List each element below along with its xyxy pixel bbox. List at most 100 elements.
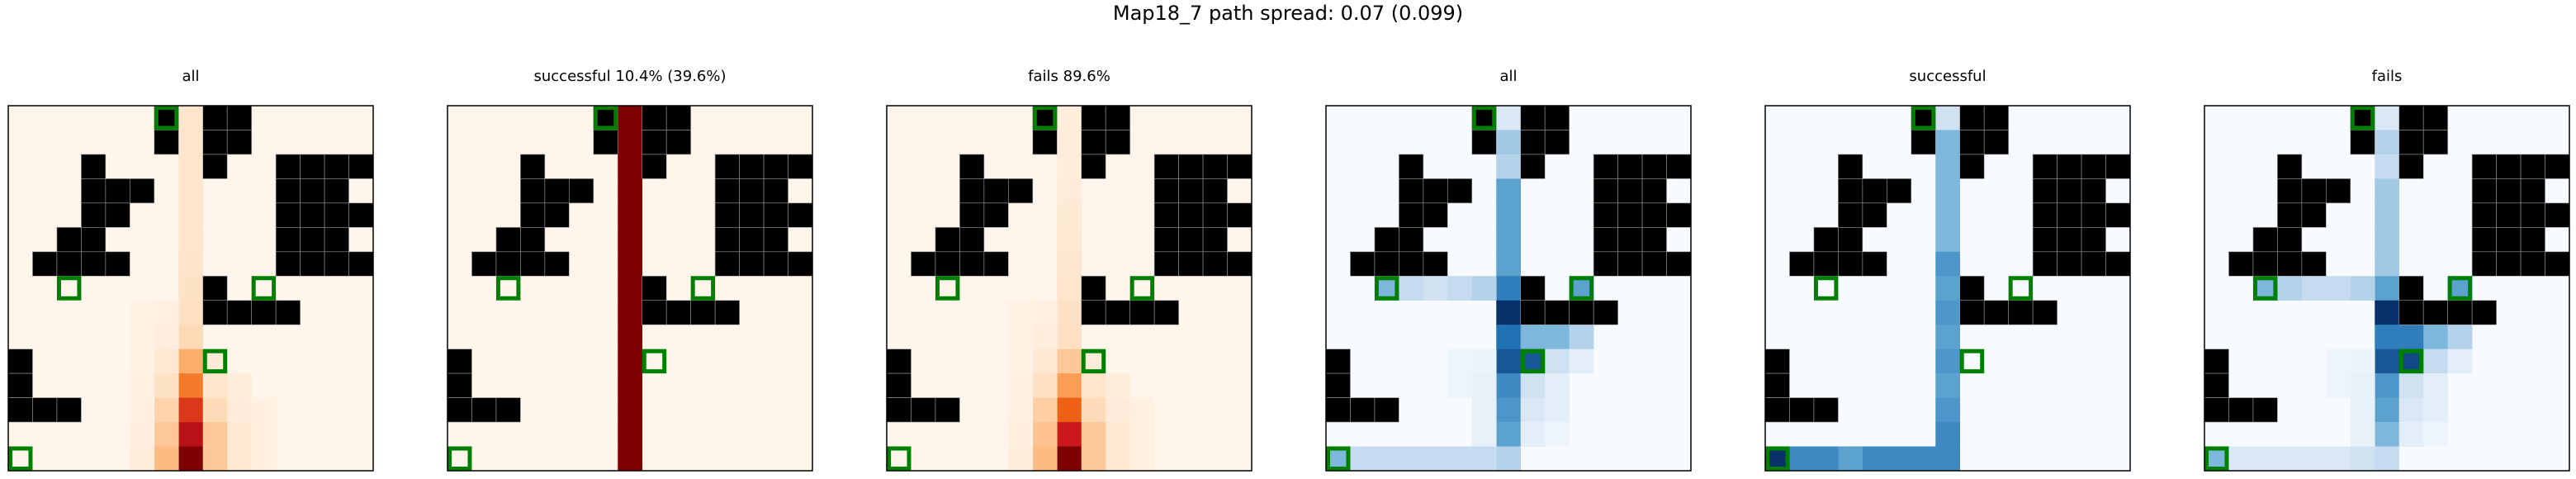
wall-cell xyxy=(1178,178,1204,204)
heat-cell xyxy=(1106,373,1130,398)
wall-cell xyxy=(348,251,374,277)
heat-cell xyxy=(1813,446,1839,472)
heat-cell xyxy=(227,446,252,472)
wall-cell xyxy=(1838,154,1863,179)
heat-cell xyxy=(1447,276,1473,301)
heat-cell xyxy=(1057,202,1082,228)
wall-cell xyxy=(1593,227,1618,253)
heat-cell xyxy=(1496,422,1522,447)
figure-title: Map18_7 path spread: 0.07 (0.099) xyxy=(1112,2,1464,25)
heat-cell xyxy=(1887,446,1912,472)
wall-cell xyxy=(1129,300,1155,325)
heat-cell xyxy=(1496,397,1522,423)
wall-cell xyxy=(2471,251,2497,277)
wall-cell xyxy=(275,154,301,179)
wall-cell xyxy=(1423,251,1448,277)
wall-cell xyxy=(1153,178,1179,204)
heat-cell xyxy=(1081,422,1106,447)
wall-cell xyxy=(1593,154,1618,179)
wall-cell xyxy=(1593,300,1618,325)
wall-cell xyxy=(348,202,374,228)
goal-marker xyxy=(1959,349,1985,374)
panel-frame xyxy=(2204,105,2570,472)
heat-cell xyxy=(618,202,643,228)
wall-cell xyxy=(1202,251,1228,277)
panel-frame xyxy=(886,105,1252,472)
wall-cell xyxy=(275,251,301,277)
heat-cell xyxy=(2350,422,2375,447)
wall-cell xyxy=(2326,178,2351,204)
goal-marker xyxy=(8,446,33,471)
heat-cell xyxy=(1545,397,1570,423)
heatmap-panel-2 xyxy=(447,105,813,472)
heat-cell xyxy=(2301,446,2327,472)
wall-cell xyxy=(2422,300,2448,325)
wall-cell xyxy=(2520,251,2545,277)
wall-cell xyxy=(1153,300,1179,325)
wall-cell xyxy=(1764,372,1790,398)
heat-cell xyxy=(1471,276,1497,301)
heat-cell xyxy=(2326,276,2351,301)
heat-cell xyxy=(2350,446,2375,472)
heat-cell xyxy=(1423,276,1448,301)
heat-cell xyxy=(1008,422,1034,447)
wall-cell xyxy=(2520,178,2545,204)
wall-cell xyxy=(959,154,985,179)
wall-cell xyxy=(275,202,301,228)
wall-cell xyxy=(2350,130,2375,155)
heat-cell xyxy=(2326,446,2351,472)
wall-cell xyxy=(7,372,33,398)
heat-cell xyxy=(1935,325,1961,349)
heat-cell xyxy=(2228,446,2254,472)
wall-cell xyxy=(130,178,155,204)
wall-cell xyxy=(1105,300,1130,325)
heat-cell xyxy=(2423,422,2448,447)
heat-cell xyxy=(1057,325,1082,349)
wall-cell xyxy=(1350,397,1376,423)
panel-frame xyxy=(7,105,374,472)
wall-cell xyxy=(2471,178,2497,204)
goal-marker xyxy=(887,446,912,471)
wall-cell xyxy=(1081,105,1106,130)
wall-cell xyxy=(1862,251,1887,277)
heat-cell xyxy=(2375,422,2400,447)
heat-cell xyxy=(1032,446,1058,472)
heat-cell xyxy=(1520,422,1546,447)
wall-cell xyxy=(935,227,960,253)
heat-cell xyxy=(1496,373,1522,398)
heat-cell xyxy=(618,349,643,374)
heat-cell xyxy=(1032,373,1058,398)
panel-title-2: successful 10.4% (39.6%) xyxy=(533,68,727,85)
wall-cell xyxy=(300,178,325,204)
wall-cell xyxy=(763,154,788,179)
wall-cell xyxy=(788,202,813,228)
heat-cell xyxy=(1081,373,1106,398)
heat-cell xyxy=(130,373,155,398)
wall-cell xyxy=(983,178,1009,204)
heat-cell xyxy=(1496,227,1522,253)
heat-cell xyxy=(618,422,643,447)
heat-cell xyxy=(1471,422,1497,447)
heat-cell xyxy=(178,106,204,130)
wall-cell xyxy=(56,227,82,253)
wall-cell xyxy=(2057,178,2082,204)
heat-cell xyxy=(2277,276,2303,301)
heat-cell xyxy=(251,446,277,472)
wall-cell xyxy=(300,202,325,228)
goal-marker xyxy=(154,106,179,130)
wall-cell xyxy=(1081,275,1106,301)
heat-cell xyxy=(1081,446,1106,472)
heat-cell xyxy=(1106,397,1130,423)
heat-cell xyxy=(1057,300,1082,325)
heat-cell xyxy=(1471,397,1497,423)
wall-cell xyxy=(1813,397,1839,423)
wall-cell xyxy=(2277,154,2303,179)
wall-cell xyxy=(642,105,667,130)
wall-cell xyxy=(1202,202,1228,228)
wall-cell xyxy=(911,397,936,423)
panel-frame xyxy=(447,105,813,472)
wall-cell xyxy=(2081,251,2106,277)
heat-cell xyxy=(1399,446,1424,472)
wall-cell xyxy=(739,251,765,277)
goal-marker xyxy=(690,276,716,301)
